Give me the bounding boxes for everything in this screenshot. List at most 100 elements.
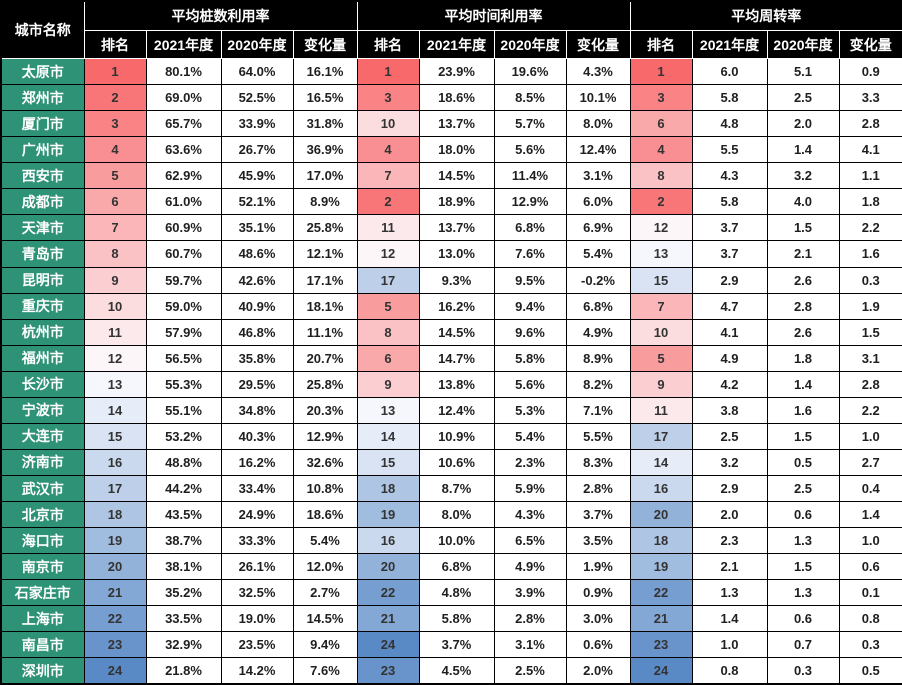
rank-cell: 21 <box>629 605 693 633</box>
rank-cell: 14 <box>629 448 693 477</box>
value-cell: 0.1 <box>838 579 902 607</box>
city-name-cell: 广州市 <box>0 136 85 164</box>
city-name-cell: 郑州市 <box>0 84 85 112</box>
rank-cell: 3 <box>629 84 693 112</box>
value-cell: 3.8 <box>691 396 768 424</box>
value-cell: 33.4% <box>220 474 294 503</box>
rank-cell: 16 <box>629 474 693 503</box>
rank-cell: 24 <box>83 657 147 685</box>
rank-cell: 17 <box>83 474 147 503</box>
value-cell: 5.6% <box>493 136 567 164</box>
value-cell: 20.7% <box>292 344 358 372</box>
rank-cell: 11 <box>629 396 693 424</box>
city-name-cell: 杭州市 <box>0 318 85 346</box>
value-cell: 3.5% <box>565 527 631 555</box>
value-cell: 1.0 <box>838 422 902 450</box>
value-cell: 5.6% <box>493 370 567 398</box>
value-cell: 13.0% <box>418 240 495 268</box>
rank-cell: 24 <box>629 657 693 685</box>
value-cell: 44.2% <box>145 474 222 503</box>
value-cell: 7.6% <box>292 657 358 685</box>
value-cell: 1.8 <box>838 188 902 216</box>
rank-cell: 21 <box>356 605 420 633</box>
value-cell: 18.6% <box>418 84 495 112</box>
table-row: 厦门市 3 65.7% 33.9% 31.8% 10 13.7% 5.7% 8.0% 6 4.8 2.… <box>0 110 902 138</box>
value-cell: 0.8 <box>838 605 902 633</box>
value-cell: 53.2% <box>145 422 222 450</box>
rank-cell: 20 <box>629 501 693 529</box>
value-cell: 8.9% <box>565 344 631 372</box>
table-row: 太原市 1 80.1% 64.0% 16.1% 1 23.9% 19.6% 4.3% 1 6.0 5.… <box>0 57 902 86</box>
rank-cell: 18 <box>83 501 147 529</box>
value-cell: 0.9% <box>565 579 631 607</box>
column-header-rank: 排名 <box>629 30 693 59</box>
table-row: 长沙市 13 55.3% 29.5% 25.8% 9 13.8% 5.6% 8.2% 9 4.2 1.… <box>0 370 902 398</box>
column-header-rank: 排名 <box>356 30 420 59</box>
value-cell: 0.8 <box>691 657 768 685</box>
value-cell: 32.5% <box>220 579 294 607</box>
value-cell: 4.5% <box>418 657 495 685</box>
group-header-pile-utilization: 平均桩数利用率 <box>83 0 358 31</box>
table-header: 城市名称 平均桩数利用率 平均时间利用率 平均周转率 排名 2021年度 202… <box>0 0 902 59</box>
value-cell: 8.5% <box>493 84 567 112</box>
rank-cell: 18 <box>356 474 420 503</box>
rank-cell: 8 <box>83 240 147 268</box>
rank-cell: 21 <box>83 579 147 607</box>
rank-cell: 5 <box>356 292 420 320</box>
table-row: 昆明市 9 59.7% 42.6% 17.1% 17 9.3% 9.5% -0.2% 15 2.9 2… <box>0 266 902 294</box>
value-cell: 61.0% <box>145 188 222 216</box>
value-cell: 13.8% <box>418 370 495 398</box>
table-row: 石家庄市 21 35.2% 32.5% 2.7% 22 4.8% 3.9% 0.9% 22 1.3 1… <box>0 579 902 607</box>
value-cell: 10.8% <box>292 474 358 503</box>
rank-cell: 6 <box>629 110 693 138</box>
value-cell: 8.3% <box>565 448 631 477</box>
value-cell: 16.5% <box>292 84 358 112</box>
value-cell: 25.8% <box>292 370 358 398</box>
rank-cell: 5 <box>629 344 693 372</box>
value-cell: 23.5% <box>220 631 294 659</box>
value-cell: 3.1% <box>565 162 631 190</box>
rank-cell: 11 <box>356 214 420 242</box>
rank-cell: 7 <box>83 214 147 242</box>
rank-cell: 23 <box>356 657 420 685</box>
value-cell: 14.5% <box>418 162 495 190</box>
city-name-cell: 南昌市 <box>0 631 85 659</box>
rank-cell: 6 <box>356 344 420 372</box>
value-cell: 19.0% <box>220 605 294 633</box>
rank-cell: 12 <box>356 240 420 268</box>
group-header-row: 城市名称 平均桩数利用率 平均时间利用率 平均周转率 <box>0 0 902 59</box>
city-name-cell: 济南市 <box>0 448 85 477</box>
rank-cell: 23 <box>629 631 693 659</box>
value-cell: 8.7% <box>418 474 495 503</box>
column-header-2020: 2020年度 <box>766 30 840 59</box>
value-cell: 35.1% <box>220 214 294 242</box>
value-cell: 2.6 <box>766 318 840 346</box>
value-cell: 29.5% <box>220 370 294 398</box>
value-cell: 31.8% <box>292 110 358 138</box>
value-cell: 2.0 <box>766 110 840 138</box>
value-cell: 4.0 <box>766 188 840 216</box>
value-cell: 5.3% <box>493 396 567 424</box>
value-cell: 38.7% <box>145 527 222 555</box>
rank-cell: 1 <box>629 57 693 86</box>
value-cell: 1.5 <box>766 422 840 450</box>
rank-cell: 12 <box>83 344 147 372</box>
city-name-cell: 南京市 <box>0 553 85 581</box>
value-cell: 1.0 <box>838 527 902 555</box>
table-row: 南京市 20 38.1% 26.1% 12.0% 20 6.8% 4.9% 1.9% 19 2.1 1… <box>0 553 902 581</box>
rank-cell: 19 <box>356 501 420 529</box>
corner-header-cell: 城市名称 <box>0 0 85 59</box>
column-header-change: 变化量 <box>292 30 358 59</box>
table-row: 济南市 16 48.8% 16.2% 32.6% 15 10.6% 2.3% 8.3% 14 3.2… <box>0 448 902 477</box>
value-cell: 10.6% <box>418 448 495 477</box>
value-cell: 9.5% <box>493 266 567 294</box>
rank-cell: 5 <box>83 162 147 190</box>
rank-cell: 11 <box>83 318 147 346</box>
value-cell: 11.1% <box>292 318 358 346</box>
value-cell: 2.0 <box>691 501 768 529</box>
value-cell: 7.1% <box>565 396 631 424</box>
rank-cell: 13 <box>629 240 693 268</box>
value-cell: 4.3 <box>691 162 768 190</box>
value-cell: 4.1 <box>838 136 902 164</box>
rank-cell: 19 <box>629 553 693 581</box>
